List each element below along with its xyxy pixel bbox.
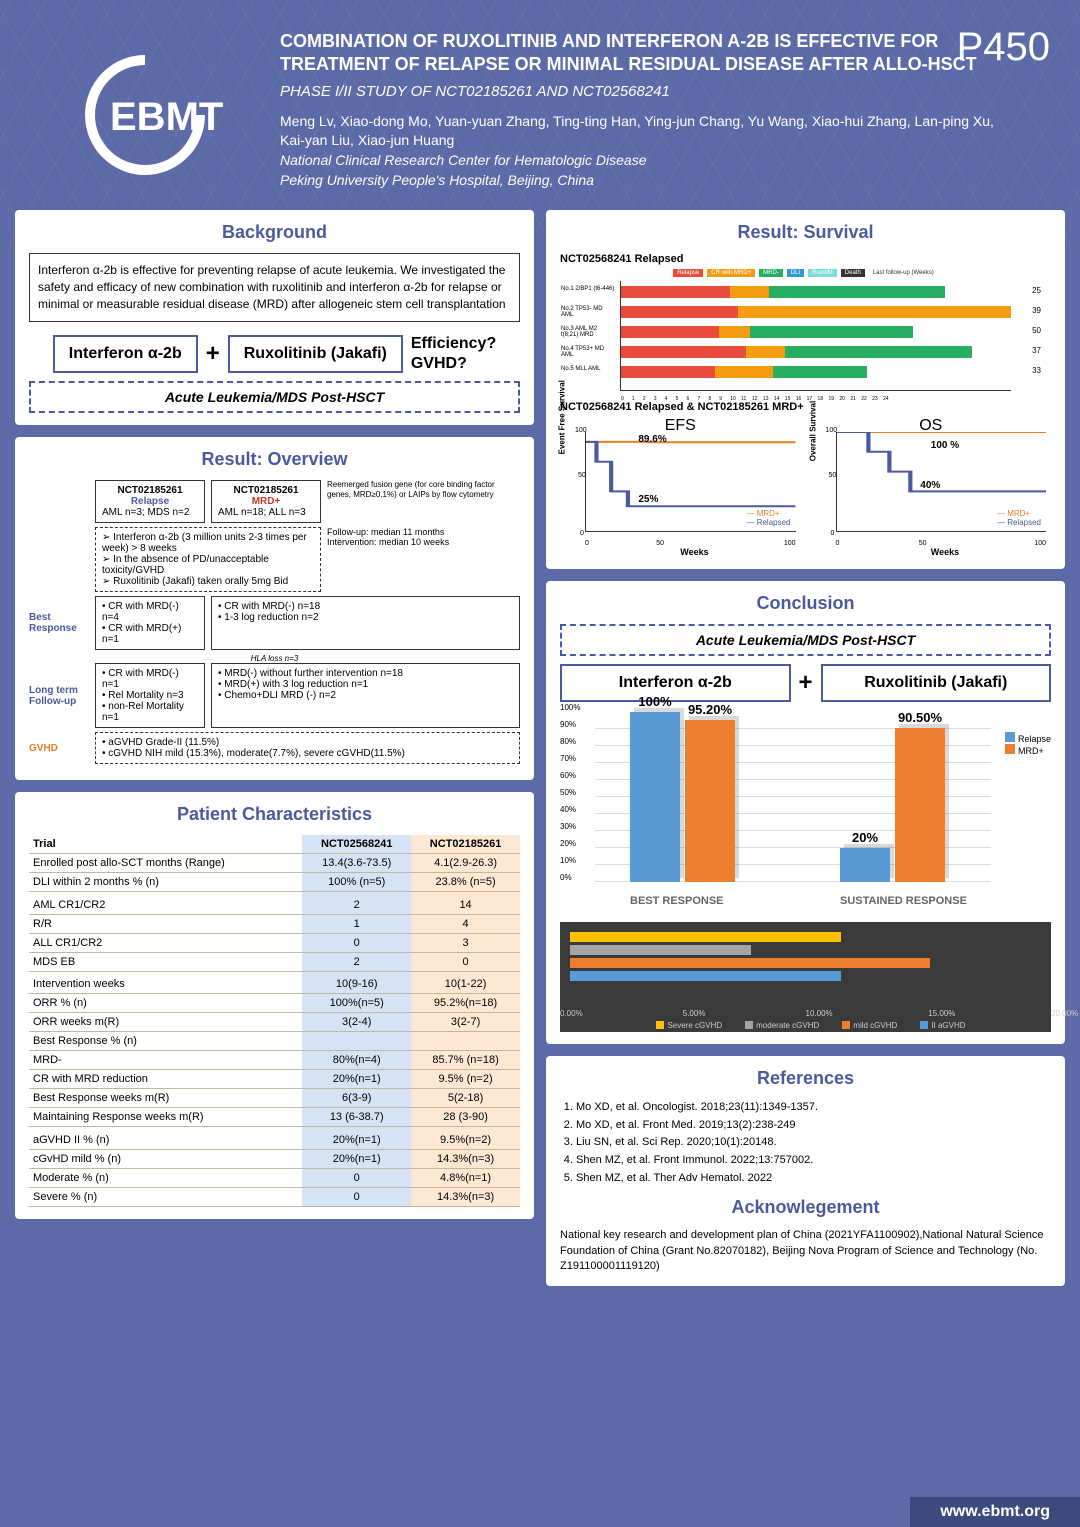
context-box: Acute Leukemia/MDS Post-HSCT: [29, 381, 520, 413]
characteristics-title: Patient Characteristics: [29, 804, 520, 825]
header-text: COMBINATION OF RUXOLITINIB AND INTERFERO…: [280, 30, 1050, 190]
os-chart: OS Overall Survival 100 % 40% — MRD+ — R…: [811, 417, 1052, 557]
protocol-box: ➢ Interferon α-2b (3 million units 2-3 t…: [95, 527, 321, 592]
authors: Meng Lv, Xiao-dong Mo, Yuan-yuan Zhang, …: [280, 112, 1000, 151]
poster-subtitle: PHASE I/II STUDY OF NCT02185261 AND NCT0…: [280, 83, 1050, 100]
affiliation-2: Peking University People's Hospital, Bei…: [280, 171, 1050, 191]
right-column: Result: Survival NCT02568241 Relapsed Re…: [546, 210, 1065, 1286]
ebmt-logo-icon: EBMT: [45, 40, 245, 180]
references-panel: References Mo XD, et al. Oncologist. 201…: [546, 1056, 1065, 1286]
conclusion-panel: Conclusion Acute Leukemia/MDS Post-HSCT …: [546, 581, 1065, 1044]
overview-panel: Result: Overview NCT02185261 Relapse AML…: [15, 437, 534, 780]
ack-title: Acknowlegement: [560, 1197, 1051, 1218]
poster-id: P450: [957, 25, 1050, 70]
characteristics-panel: Patient Characteristics TrialNCT02568241…: [15, 792, 534, 1219]
survival-curves: EFS Event Free Survival 89.6% 25% — MRD+…: [560, 417, 1051, 557]
header: EBMT COMBINATION OF RUXOLITINIB AND INTE…: [0, 0, 1080, 210]
poster-title: COMBINATION OF RUXOLITINIB AND INTERFERO…: [280, 30, 1000, 77]
background-text: Interferon α-2b is effective for prevent…: [29, 253, 520, 321]
drug2-box: Ruxolitinib (Jakafi): [228, 335, 403, 373]
drug1-box: Interferon α-2b: [53, 335, 198, 373]
references-title: References: [560, 1068, 1051, 1089]
conclusion-title: Conclusion: [560, 593, 1051, 614]
characteristics-table: TrialNCT02568241NCT02185261Enrolled post…: [29, 835, 520, 1207]
response-bar-chart: 0%10%20%30%40%50%60%70%80%90%100%100%20%…: [560, 712, 1051, 912]
overview-title: Result: Overview: [29, 449, 520, 470]
references-list: Mo XD, et al. Oncologist. 2018;23(11):13…: [560, 1099, 1051, 1187]
drug-combo: Interferon α-2b + Ruxolitinib (Jakafi) E…: [29, 334, 520, 376]
survival-panel: Result: Survival NCT02568241 Relapsed Re…: [546, 210, 1065, 569]
logo: EBMT: [30, 30, 260, 190]
overview-content: NCT02185261 Relapse AML n=3; MDS n=2 NCT…: [29, 480, 520, 764]
content: Background Interferon α-2b is effective …: [0, 210, 1080, 1301]
plus-icon: +: [206, 340, 220, 368]
svg-text:EBMT: EBMT: [110, 95, 223, 139]
left-column: Background Interferon α-2b is effective …: [15, 210, 534, 1286]
footer: www.ebmt.org: [910, 1497, 1080, 1527]
efs-chart: EFS Event Free Survival 89.6% 25% — MRD+…: [560, 417, 801, 557]
questions: Efficiency? GVHD?: [411, 334, 496, 376]
swimmer-plot: NCT02568241 Relapsed RelapseCR with MRD+…: [560, 253, 1051, 391]
ack-text: National key research and development pl…: [560, 1228, 1051, 1274]
affiliation-1: National Clinical Research Center for He…: [280, 151, 1050, 171]
gvhd-hbar-chart: 0.00%5.00%10.00%15.00%20.00%Severe cGVHD…: [560, 922, 1051, 1032]
